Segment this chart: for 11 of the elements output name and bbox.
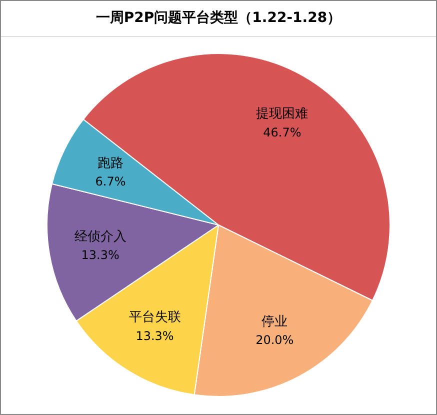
- slice-label: 经侦介入: [74, 229, 126, 244]
- data-label: 46.7%: [263, 125, 302, 140]
- data-label: 13.3%: [136, 328, 174, 343]
- data-label: 6.7%: [95, 174, 126, 189]
- slice-label: 停业: [262, 314, 288, 330]
- slice-label: 平台失联: [128, 310, 181, 326]
- data-label: 13.3%: [81, 248, 120, 262]
- slice-label: 提现困难: [256, 106, 308, 122]
- slice-label: 跑路: [98, 156, 124, 171]
- chart-title: 一周P2P问题平台类型（1.22-1.28）: [1, 1, 436, 37]
- data-label: 20.0%: [256, 333, 294, 348]
